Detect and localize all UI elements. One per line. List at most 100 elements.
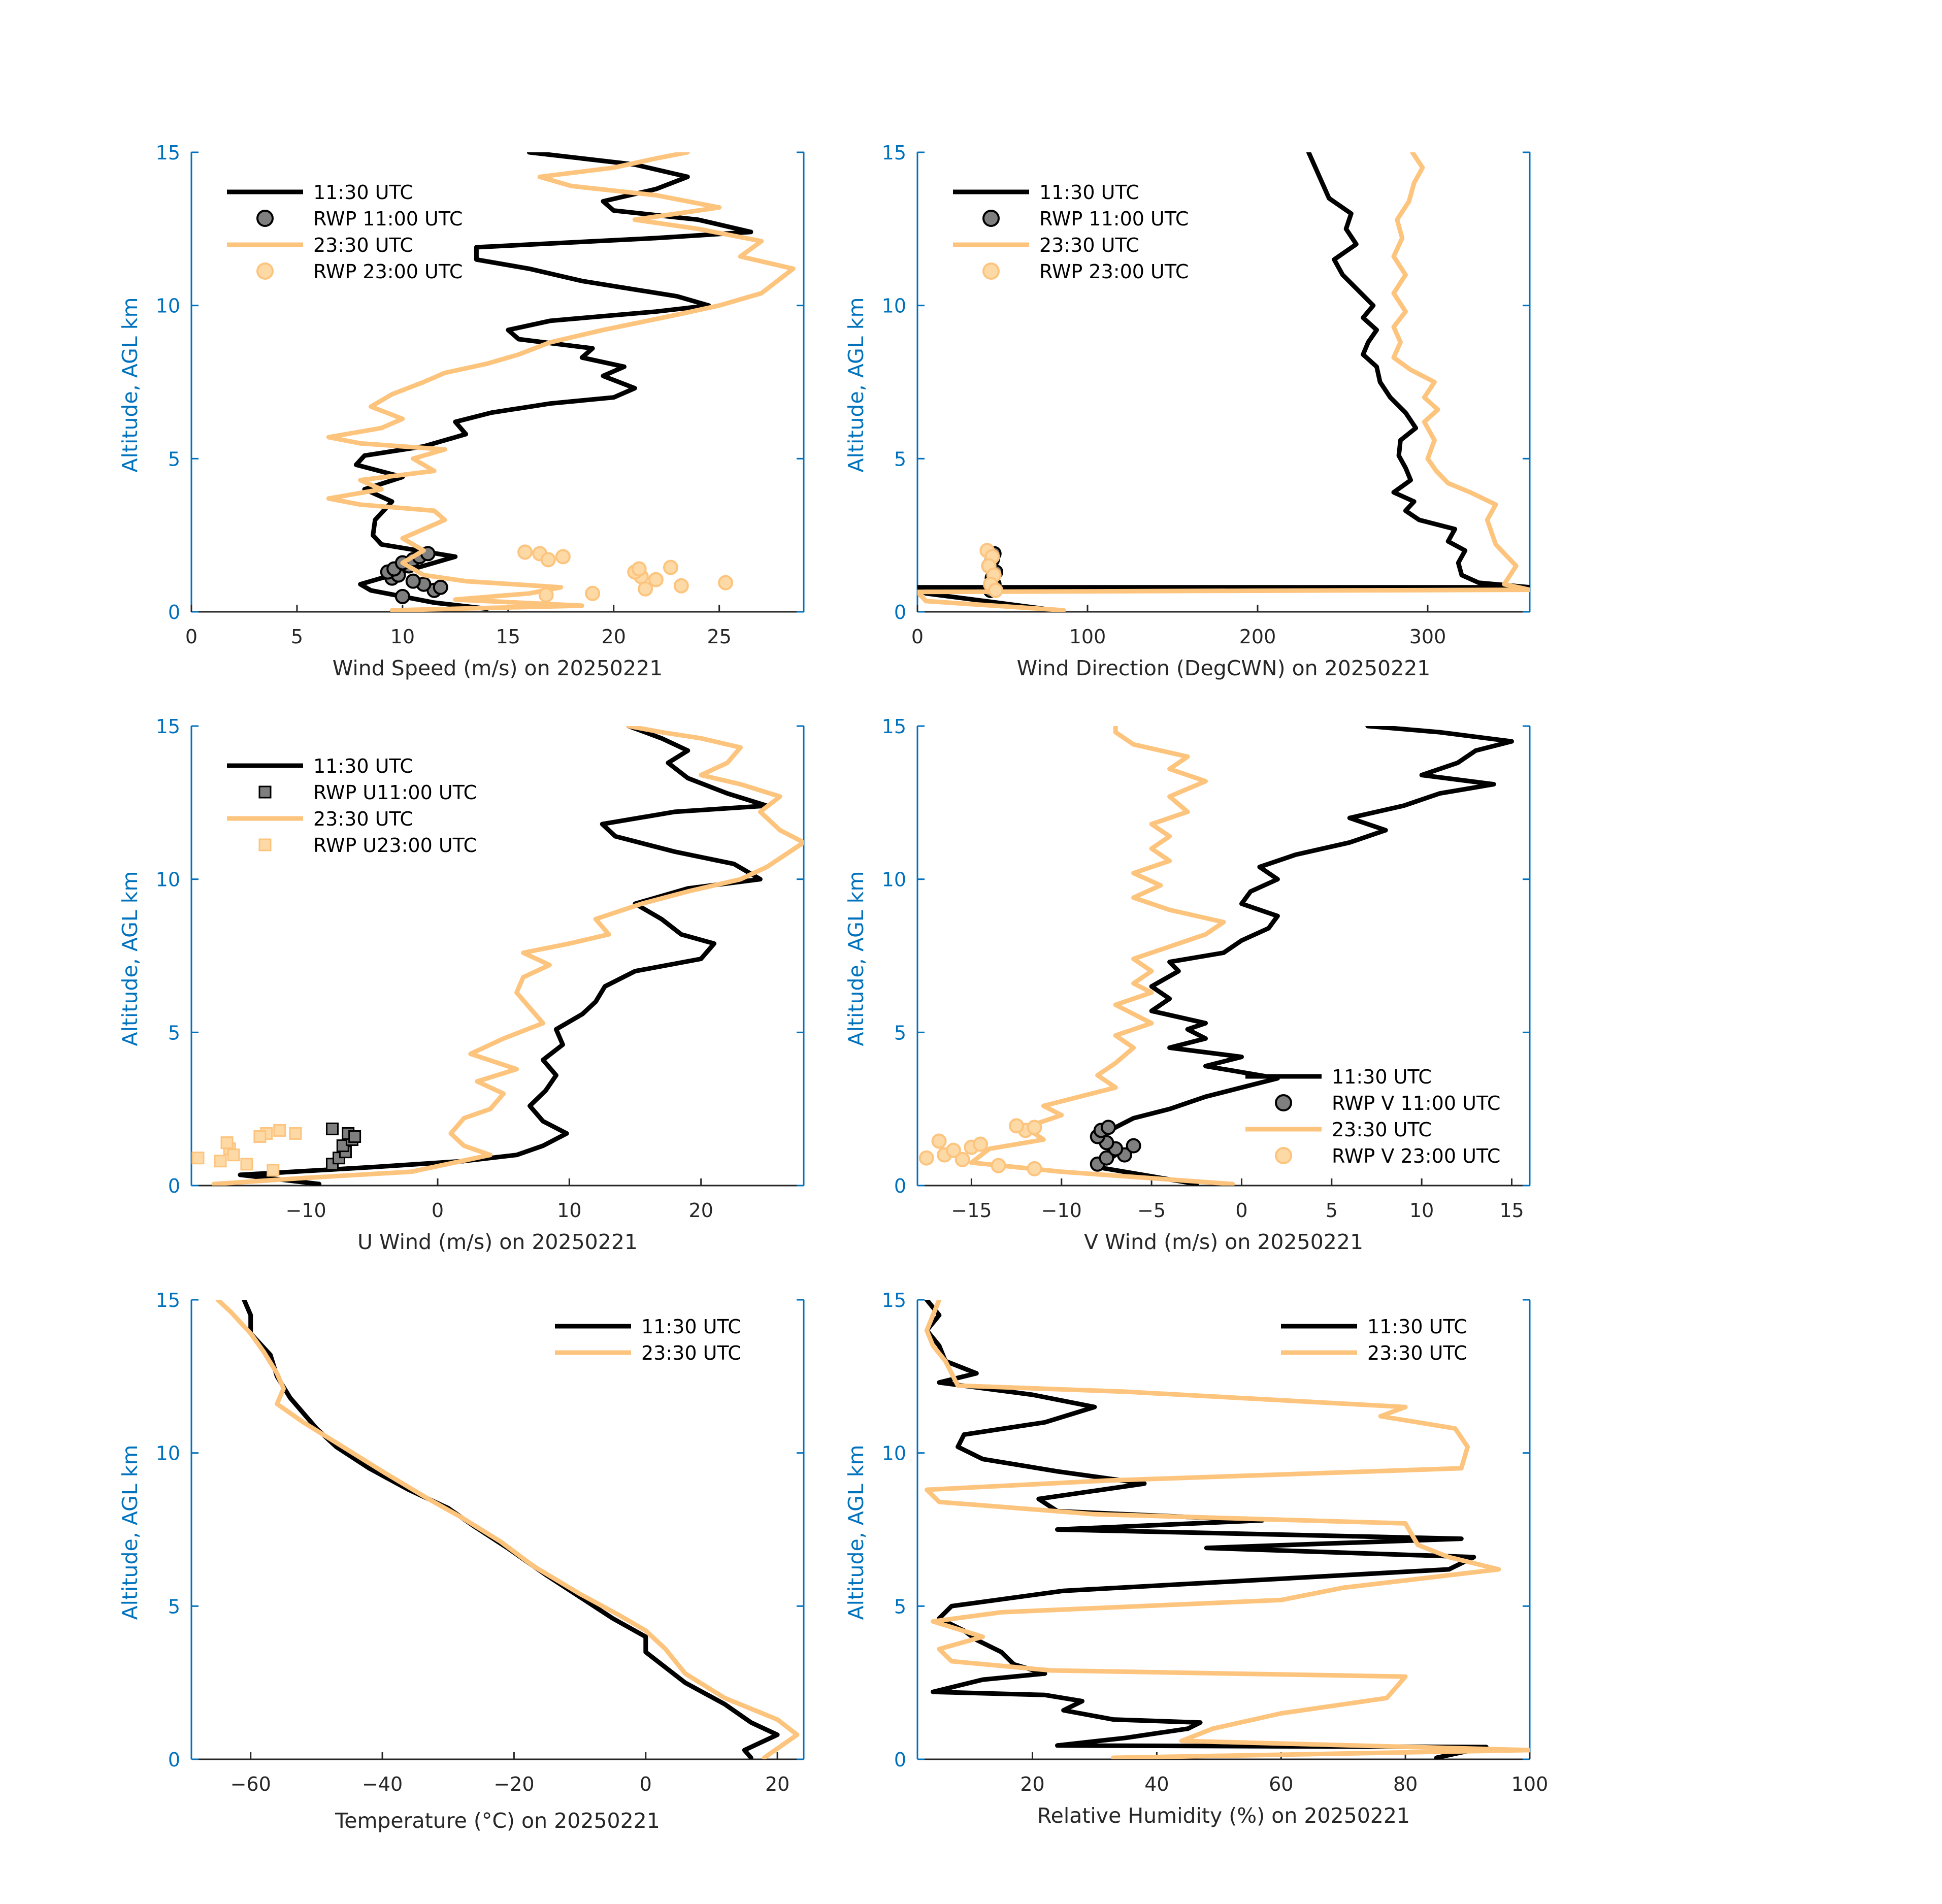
y-tick-label: 0: [894, 1175, 906, 1197]
y-tick-label: 5: [168, 1595, 180, 1618]
x-tick-label: 15: [1499, 1199, 1524, 1222]
data-point-rwp-v-23-00-utc: [991, 1158, 1006, 1173]
legend-label: RWP 11:00 UTC: [1039, 208, 1189, 230]
y-tick-label: 0: [894, 601, 906, 623]
x-tick-label: 10: [557, 1199, 581, 1222]
x-tick-label: −15: [951, 1199, 992, 1222]
ylabel-temperature: Altitude, AGL km: [118, 1445, 142, 1620]
xlabel-u-wind: U Wind (m/s) on 20250221: [357, 1230, 638, 1254]
series-line-11-30-utc: [917, 152, 1530, 611]
x-tick-label: 100: [1069, 626, 1106, 648]
data-point-rwp-23-00-utc: [517, 544, 533, 560]
data-point-rwp-u23-00-utc: [191, 1152, 205, 1165]
y-tick-label: 10: [156, 1442, 180, 1465]
y-tick-label: 0: [894, 1749, 906, 1771]
series-line-11-30-utc: [924, 1300, 1489, 1759]
legend: 11:30 UTC RWP 11:00 UTC 23:30 UTC RWP 23:00…: [953, 181, 1189, 283]
series-line-23-30-utc: [917, 152, 1530, 612]
legend-label: RWP U23:00 UTC: [313, 834, 477, 857]
data-point-rwp-v-23-00-utc: [1027, 1161, 1042, 1176]
y-tick-label: 5: [894, 1595, 906, 1618]
x-tick-label: 10: [390, 626, 415, 648]
ylabel-wind-direction: Altitude, AGL km: [844, 298, 868, 473]
series-line-23-30-utc: [211, 726, 804, 1186]
legend-label: RWP V 11:00 UTC: [1332, 1092, 1500, 1114]
x-tick-label: 0: [185, 626, 198, 648]
data-point-rwp-v-11-00-utc: [1126, 1138, 1141, 1154]
legend: 11:30 UTC RWP U11:00 UTC 23:30 UTC RWP U23:…: [227, 755, 477, 857]
xlabel-temperature: Temperature (°C) on 20250221: [335, 1809, 660, 1833]
ylabel-u-wind: Altitude, AGL km: [118, 871, 142, 1046]
ylabel-v-wind: Altitude, AGL km: [844, 871, 868, 1046]
x-tick-label: 25: [707, 626, 731, 648]
y-tick-label: 5: [894, 448, 906, 470]
data-point-rwp-v-23-00-utc: [918, 1150, 934, 1166]
y-tick-label: 10: [156, 295, 180, 317]
data-point-rwp-23-00-utc: [673, 578, 689, 594]
y-tick-label: 10: [882, 1442, 906, 1465]
x-tick-label: −5: [1137, 1199, 1166, 1222]
legend: 11:30 UTC 23:30 UTC: [1281, 1316, 1467, 1364]
x-tick-label: 0: [911, 626, 924, 648]
legend-swatch-marker: [256, 210, 274, 227]
legend-label: 23:30 UTC: [313, 234, 413, 256]
series-line-23-30-utc: [969, 726, 1235, 1186]
data-point-rwp-v-23-00-utc: [954, 1152, 970, 1167]
x-tick-label: 20: [689, 1199, 713, 1222]
ylabel-wind-speed: Altitude, AGL km: [118, 298, 142, 473]
x-tick-label: 15: [496, 626, 520, 648]
series-group: [191, 726, 804, 1186]
xlabel-wind-speed: Wind Speed (m/s) on 20250221: [333, 656, 663, 680]
y-tick-label: 0: [168, 1175, 180, 1197]
y-tick-label: 0: [168, 1749, 180, 1771]
data-point-rwp-23-00-utc: [555, 549, 571, 565]
data-point-rwp-v-11-00-utc: [1099, 1150, 1114, 1166]
x-tick-label: 100: [1511, 1773, 1549, 1795]
legend-swatch-marker: [1275, 1094, 1292, 1111]
data-point-rwp-23-00-utc: [585, 585, 601, 601]
y-tick-label: 15: [156, 715, 180, 738]
legend: 11:30 UTC RWP 11:00 UTC 23:30 UTC RWP 23:00…: [227, 181, 463, 283]
x-tick-label: 40: [1144, 1773, 1169, 1795]
legend: 11:30 UTC 23:30 UTC: [555, 1316, 741, 1364]
series-line-23-30-utc: [924, 1300, 1530, 1759]
data-point-rwp-23-00-utc: [540, 552, 556, 568]
legend-label: 11:30 UTC: [641, 1316, 741, 1338]
legend-swatch-marker: [256, 262, 274, 280]
y-tick-label: 15: [882, 142, 906, 164]
x-tick-label: −10: [1041, 1199, 1082, 1222]
x-tick-label: 60: [1269, 1773, 1293, 1795]
data-point-rwp-u23-00-utc: [253, 1130, 267, 1143]
y-tick-label: 5: [168, 1022, 180, 1044]
legend-label: 23:30 UTC: [313, 808, 413, 830]
x-tick-label: 80: [1393, 1773, 1418, 1795]
y-tick-label: 5: [168, 448, 180, 470]
series-line-11-30-utc: [353, 152, 753, 611]
data-point-rwp-v-23-00-utc: [945, 1142, 961, 1158]
legend-label: 11:30 UTC: [313, 755, 413, 777]
data-point-rwp-23-00-utc: [663, 560, 679, 575]
x-tick-label: 5: [291, 626, 303, 648]
x-tick-label: −60: [231, 1773, 271, 1795]
legend-label: RWP 23:00 UTC: [313, 260, 463, 283]
y-tick-label: 10: [156, 869, 180, 891]
legend-label: 11:30 UTC: [1367, 1316, 1467, 1338]
legend-label: 11:30 UTC: [1039, 181, 1139, 204]
series-group: [917, 152, 1530, 612]
y-tick-label: 10: [882, 869, 906, 891]
xlabel-v-wind: V Wind (m/s) on 20250221: [1084, 1230, 1363, 1254]
data-point-rwp-u23-00-utc: [220, 1136, 234, 1150]
x-tick-label: −10: [286, 1199, 326, 1222]
ylabel-relative-humidity: Altitude, AGL km: [844, 1445, 868, 1620]
panel-relative-humidity: Relative Humidity (%) on 20250221 Altitu…: [844, 1289, 1548, 1828]
x-tick-label: 10: [1409, 1199, 1434, 1222]
legend-swatch-marker: [982, 210, 1000, 227]
panel-wind-direction: Wind Direction (DegCWN) on 20250221 Alti…: [844, 142, 1531, 680]
data-point-rwp-11-00-utc: [405, 573, 421, 589]
data-point-rwp-u23-00-utc: [273, 1124, 286, 1137]
data-point-rwp-u23-00-utc: [240, 1158, 253, 1171]
legend-label: RWP 11:00 UTC: [313, 208, 463, 230]
panel-u-wind: U Wind (m/s) on 20250221 Altitude, AGL k…: [118, 715, 805, 1254]
y-tick-label: 15: [882, 715, 906, 738]
y-tick-label: 15: [882, 1289, 906, 1311]
